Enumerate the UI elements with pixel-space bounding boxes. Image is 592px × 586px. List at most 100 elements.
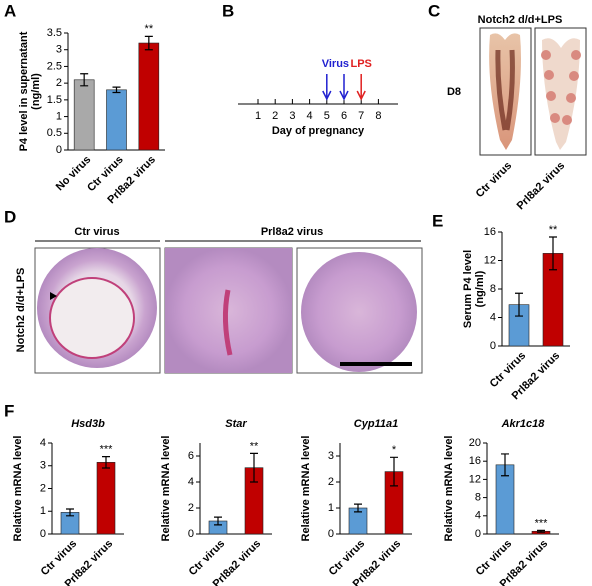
error-bar (250, 452, 258, 483)
significance: *** (535, 517, 549, 529)
timeline-label: Day of pregnancy (272, 125, 365, 137)
panel-label: D (4, 207, 16, 226)
bar (106, 89, 127, 151)
tissue-detail (222, 289, 233, 356)
y-tick-label: 4 (490, 311, 496, 323)
timeline-day: 7 (358, 110, 364, 122)
significance: * (392, 444, 397, 456)
significance: ** (549, 224, 558, 236)
side-label: Notch2 d/d+LPS (15, 268, 27, 353)
y-tick-label: 0 (490, 340, 496, 352)
error-bar (501, 453, 509, 477)
y-axis-label: (ng/ml) (474, 270, 486, 307)
bar (73, 79, 95, 151)
event-label: LPS (350, 58, 371, 70)
y-tick-label: 4 (188, 476, 194, 488)
y-tick-label: 4 (475, 510, 481, 522)
error-bar (214, 516, 222, 526)
panel-label: C (428, 1, 440, 20)
y-tick-label: 2 (328, 476, 334, 488)
group-label: Prl8a2 virus (261, 226, 323, 238)
y-tick-label: 1 (40, 505, 46, 517)
y-tick-label: 3 (40, 460, 46, 472)
y-axis-label: Relative mRNA level (12, 436, 24, 542)
y-tick-label: 0 (188, 528, 194, 540)
y-tick-label: 0 (475, 528, 481, 540)
y-tick-label: 16 (469, 455, 481, 467)
bar (138, 42, 160, 151)
photo-day: D8 (447, 86, 461, 98)
y-tick-label: 2.5 (47, 60, 62, 72)
bar (96, 462, 116, 535)
y-tick-label: 8 (475, 492, 481, 504)
panel-label: A (4, 1, 16, 20)
y-tick-label: 1 (328, 502, 334, 514)
timeline-day: 2 (272, 110, 278, 122)
timeline-day: 8 (375, 110, 381, 122)
y-axis-label: Serum P4 level (462, 250, 474, 328)
timeline-day: 3 (289, 110, 295, 122)
chart-title: Star (225, 418, 247, 430)
y-tick-label: 1.5 (47, 94, 62, 106)
chart-title: Cyp11a1 (354, 418, 398, 430)
y-tick-label: 16 (484, 226, 496, 238)
significance: ** (145, 23, 154, 35)
y-axis-label: (ng/ml) (30, 73, 42, 110)
y-axis-label: Relative mRNA level (160, 436, 172, 542)
error-bar (112, 86, 121, 94)
y-tick-label: 0 (40, 528, 46, 540)
y-axis-label: Relative mRNA level (443, 436, 455, 542)
photo-label: Prl8a2 virus (515, 160, 568, 213)
event-label: Virus (322, 58, 349, 70)
error-bar (66, 508, 74, 517)
tissue-detail (49, 277, 135, 359)
y-axis-label: P4 level in supernatant (18, 31, 30, 151)
photo-title: Notch2 d/d+LPS (478, 14, 563, 26)
event-arrowhead (339, 90, 349, 101)
y-tick-label: 2 (40, 482, 46, 494)
y-axis-label: Relative mRNA level (300, 436, 312, 542)
y-tick-label: 6 (188, 450, 194, 462)
panel-label: B (222, 1, 234, 20)
y-tick-label: 12 (484, 254, 496, 266)
significance: *** (100, 444, 114, 456)
y-tick-label: 3.5 (47, 27, 62, 39)
y-tick-label: 8 (490, 283, 496, 295)
y-tick-label: 20 (469, 437, 481, 449)
error-bar (354, 503, 362, 513)
chart-title: Hsd3b (71, 418, 105, 430)
error-bar (102, 456, 110, 469)
uterus-detail (495, 49, 515, 131)
chart-title: Akr1c18 (501, 418, 546, 430)
group-label: Ctr virus (74, 226, 119, 238)
error-bar (80, 73, 89, 87)
y-tick-label: 1 (56, 110, 62, 122)
implantation-sites (541, 50, 581, 125)
error-bar (549, 236, 557, 271)
panel-label: F (4, 401, 14, 420)
y-tick-label: 3 (56, 44, 62, 56)
y-tick-label: 0.5 (47, 127, 62, 139)
y-tick-label: 2 (188, 502, 194, 514)
error-bar (390, 456, 398, 487)
event-arrowhead (356, 90, 366, 101)
error-bar (515, 292, 523, 317)
y-tick-label: 2 (56, 77, 62, 89)
y-tick-label: 0 (56, 144, 62, 156)
event-arrowhead (322, 90, 332, 101)
y-tick-label: 12 (469, 473, 481, 485)
y-tick-label: 3 (328, 450, 334, 462)
significance: ** (250, 440, 259, 452)
timeline-day: 6 (341, 110, 347, 122)
panel-label: E (432, 211, 443, 230)
y-tick-label: 0 (328, 528, 334, 540)
arrowhead (50, 292, 57, 300)
y-tick-label: 4 (40, 437, 46, 449)
timeline-day: 5 (324, 110, 330, 122)
timeline-day: 1 (255, 110, 261, 122)
timeline-day: 4 (307, 110, 313, 122)
photo-label: Ctr virus (474, 160, 514, 200)
error-bar (144, 35, 153, 51)
error-bar (537, 529, 545, 533)
